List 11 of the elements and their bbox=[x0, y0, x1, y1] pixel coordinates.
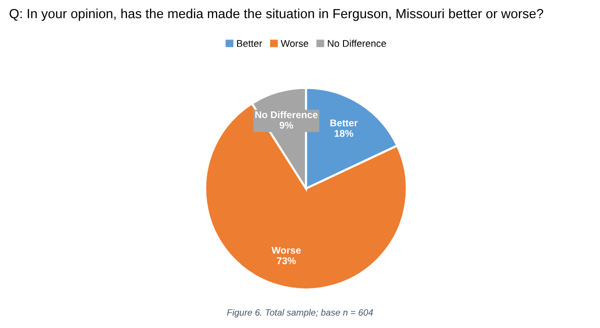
legend-label: No Difference bbox=[328, 40, 386, 47]
data-label: 73% bbox=[277, 257, 296, 264]
slice-label: Worse bbox=[272, 246, 301, 254]
slice-label: No Difference bbox=[255, 111, 318, 118]
caption: Figure 6. Total sample; base n = 604 bbox=[227, 309, 373, 318]
data-label: 9% bbox=[280, 122, 294, 129]
legend-label: Better bbox=[237, 40, 262, 47]
chart-title: Q: In your opinion, has the media made the situation in Ferguson, Missouri better or worse? bbox=[10, 8, 544, 21]
slice-label: Better bbox=[330, 120, 358, 126]
legend-label: Worse bbox=[280, 40, 308, 47]
data-label: 18% bbox=[334, 130, 354, 137]
